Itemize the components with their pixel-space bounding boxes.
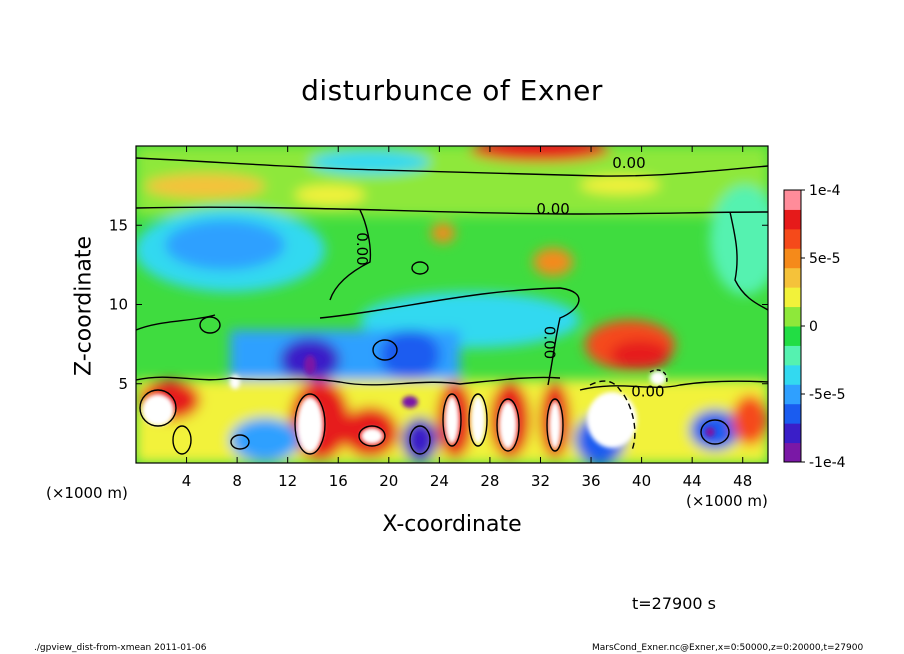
colorbar-swatch-8 — [784, 287, 801, 308]
x-tick-label-5: 24 — [430, 472, 449, 490]
colorbar-swatch-12 — [784, 209, 801, 230]
footer-left: ./gpview_dist-from-xmean 2011-01-06 — [34, 643, 207, 653]
footer-right: MarsCond_Exner.nc@Exner,x=0:50000,z=0:20… — [592, 643, 864, 653]
colorbar-label-0: 1e-4 — [809, 183, 841, 199]
colorbar: 1e-4 5e-5 0 -5e-5 -1e-4 — [783, 183, 846, 471]
colorbar-swatch-9 — [784, 267, 801, 288]
x-tick-label-7: 32 — [531, 472, 550, 490]
contour-label-3: 0.00 — [540, 326, 558, 359]
contour-labels: 0.00 0.00 0.00 0.00 0.00 — [353, 154, 664, 400]
x-tick-label-11: 48 — [733, 472, 752, 490]
colorbar-swatch-6 — [784, 326, 801, 346]
colorbar-label-3: -5e-5 — [809, 387, 846, 403]
heatmap-field — [136, 146, 768, 463]
x-axis-label: X-coordinate — [382, 512, 522, 537]
time-label: t=27900 s — [632, 594, 716, 613]
y-axis-unit: (×1000 m) — [46, 484, 128, 502]
colorbar-swatch-0 — [784, 442, 801, 463]
y-tick-label-1: 10 — [109, 296, 128, 314]
contour-lines — [136, 157, 768, 455]
x-axis-unit: (×1000 m) — [686, 492, 768, 510]
colorbar-swatch-4 — [784, 364, 801, 385]
x-tick-label-0: 4 — [182, 472, 192, 490]
x-tick-label-1: 8 — [232, 472, 242, 490]
colorbar-swatch-2 — [784, 403, 801, 424]
colorbar-swatch-11 — [784, 228, 801, 249]
colorbar-swatch-13 — [784, 190, 801, 210]
x-tick-label-2: 12 — [278, 472, 297, 490]
colorbar-swatch-3 — [784, 384, 801, 405]
colorbar-swatch-1 — [784, 423, 801, 444]
contour-label-0: 0.00 — [612, 154, 645, 172]
colorbar-label-1: 5e-5 — [809, 251, 840, 267]
contour-label-4: 0.00 — [631, 382, 664, 400]
colorbar-label-2: 0 — [809, 319, 818, 335]
colorbar-swatch-10 — [784, 248, 801, 269]
chart-title: disturbunce of Exner — [301, 74, 603, 107]
y-tick-label-2: 15 — [109, 216, 128, 234]
contour-label-2: 0.00 — [353, 232, 371, 265]
y-tick-label-0: 5 — [118, 375, 128, 393]
x-tick-label-9: 40 — [632, 472, 651, 490]
colorbar-swatch-7 — [784, 306, 801, 327]
x-tick-label-3: 16 — [329, 472, 348, 490]
contour-label-1: 0.00 — [536, 200, 569, 218]
x-tick-label-8: 36 — [581, 472, 600, 490]
colorbar-label-4: -1e-4 — [809, 455, 846, 471]
x-tick-label-10: 44 — [683, 472, 702, 490]
x-tick-label-4: 20 — [379, 472, 398, 490]
x-tick-label-6: 28 — [480, 472, 499, 490]
colorbar-swatch-5 — [784, 345, 801, 366]
